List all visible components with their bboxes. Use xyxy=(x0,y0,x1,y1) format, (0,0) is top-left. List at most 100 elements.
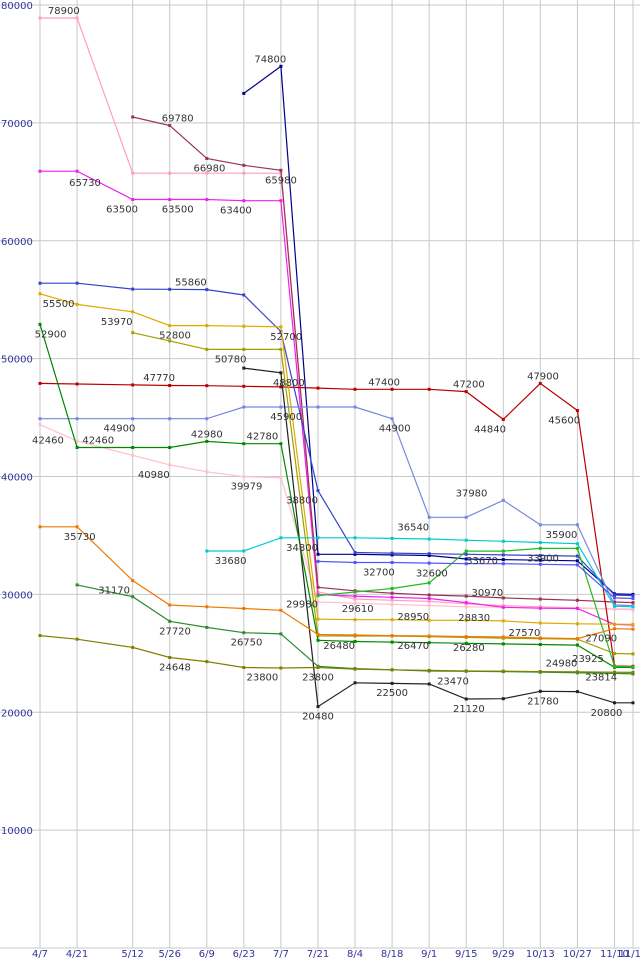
series-marker-olive1 xyxy=(279,347,283,351)
series-marker-olive2 xyxy=(575,670,579,674)
y-axis-tick-label: 40000 xyxy=(1,473,33,484)
series-line-blue2 xyxy=(317,560,634,600)
series-marker-olive2 xyxy=(279,666,283,670)
price-data-label: 23814 xyxy=(585,672,617,683)
price-data-label: 44840 xyxy=(474,424,506,435)
price-data-label: 27090 xyxy=(585,634,617,645)
x-axis-tick-label: 8/4 xyxy=(347,949,363,960)
y-axis-tick-label: 70000 xyxy=(1,119,33,130)
series-marker-pink xyxy=(353,597,357,601)
series-marker-cyan xyxy=(279,536,283,540)
series-marker-palepink xyxy=(242,475,246,479)
y-axis-tick-label: 60000 xyxy=(1,237,33,248)
series-marker-royal xyxy=(631,594,635,598)
series-marker-steel xyxy=(501,498,505,502)
x-axis-tick-label: 6/9 xyxy=(199,949,215,960)
series-marker-steel xyxy=(205,417,209,421)
x-axis-tick-label: 7/21 xyxy=(307,949,329,960)
series-marker-royal xyxy=(353,551,357,554)
series-marker-cyan xyxy=(613,604,616,608)
price-data-label: 42780 xyxy=(246,432,278,443)
series-marker-darkred xyxy=(501,417,505,421)
price-data-label: 52900 xyxy=(35,329,67,340)
price-data-label: 35900 xyxy=(546,530,578,541)
price-data-label: 28830 xyxy=(458,613,490,624)
series-marker-orange xyxy=(501,635,505,639)
series-marker-olive1 xyxy=(205,347,209,351)
series-marker-navy xyxy=(279,64,283,68)
price-data-label: 33680 xyxy=(215,556,247,567)
series-marker-magenta xyxy=(242,199,246,203)
series-marker-palepink xyxy=(131,453,135,457)
series-marker-gold xyxy=(427,618,431,622)
price-data-label: 26480 xyxy=(323,641,355,652)
series-marker-darkred xyxy=(168,384,172,387)
series-marker-black xyxy=(427,682,431,686)
series-marker-magenta xyxy=(575,607,579,610)
series-line-black xyxy=(243,367,633,708)
series-marker-darkred xyxy=(464,390,468,394)
series-marker-pink xyxy=(242,171,246,175)
y-axis-tick-label: 30000 xyxy=(1,590,33,601)
series-marker-black xyxy=(613,701,616,705)
price-data-label: 27570 xyxy=(509,628,541,639)
series-marker-navy xyxy=(316,552,320,556)
series-marker-darkred xyxy=(279,385,283,389)
x-axis-tick-label: 9/29 xyxy=(492,949,514,960)
series-marker-maroon xyxy=(242,163,246,167)
price-data-label: 29980 xyxy=(286,600,318,611)
series-marker-orange xyxy=(168,603,172,607)
series-marker-blue2 xyxy=(390,561,394,564)
price-data-label: 38800 xyxy=(286,496,318,507)
series-marker-cyan xyxy=(390,536,394,540)
series-marker-olive2 xyxy=(427,668,431,672)
series-marker-dkgreen2 xyxy=(205,625,209,629)
series-marker-pink xyxy=(427,599,431,603)
price-data-label: 47900 xyxy=(527,371,559,382)
series-marker-navy xyxy=(464,557,468,561)
price-data-label: 21780 xyxy=(527,696,559,707)
price-data-label: 24648 xyxy=(159,662,191,673)
price-data-label: 34800 xyxy=(286,543,318,554)
price-data-label: 37980 xyxy=(456,488,488,499)
series-marker-olive2 xyxy=(353,667,357,671)
price-data-label: 23800 xyxy=(302,672,334,683)
series-marker-olive2 xyxy=(38,634,42,638)
price-data-label: 35730 xyxy=(64,532,96,543)
series-marker-steel xyxy=(279,405,283,409)
series-marker-olive1 xyxy=(168,339,172,343)
series-marker-royal xyxy=(501,553,505,557)
series-marker-steel xyxy=(242,405,246,409)
series-marker-steel xyxy=(316,405,320,409)
series-line-steel xyxy=(40,406,634,607)
series-marker-blue2 xyxy=(316,559,320,563)
series-marker-palepink xyxy=(390,602,394,606)
series-marker-cyan xyxy=(575,542,579,546)
series-marker-magenta xyxy=(353,594,357,598)
series-marker-olive2 xyxy=(205,660,209,664)
series-marker-navy xyxy=(242,91,246,95)
series-marker-magenta xyxy=(279,199,283,203)
series-marker-cyan xyxy=(538,541,542,544)
series-marker-royal xyxy=(390,551,394,555)
series-marker-olive2 xyxy=(316,666,320,669)
price-data-label: 26470 xyxy=(397,641,429,652)
series-marker-olive2 xyxy=(501,669,505,673)
series-marker-darkred xyxy=(353,387,357,391)
series-marker-green2 xyxy=(538,546,542,550)
series-marker-pink xyxy=(75,16,79,20)
series-marker-blue2 xyxy=(631,597,635,600)
series-marker-steel xyxy=(353,405,357,409)
series-marker-gold xyxy=(242,324,246,328)
series-marker-green1 xyxy=(131,446,135,449)
price-data-label: 74800 xyxy=(254,54,286,65)
series-marker-dkgreen2 xyxy=(279,632,283,636)
x-axis-tick-label: 9/1 xyxy=(421,949,437,960)
price-data-label: 20800 xyxy=(591,708,623,719)
series-marker-steel xyxy=(427,515,431,519)
series-marker-black xyxy=(242,366,246,370)
series-marker-maroon xyxy=(613,600,616,604)
series-marker-orange xyxy=(575,637,579,641)
series-marker-olive2 xyxy=(242,666,246,669)
price-data-label: 66980 xyxy=(194,163,226,174)
